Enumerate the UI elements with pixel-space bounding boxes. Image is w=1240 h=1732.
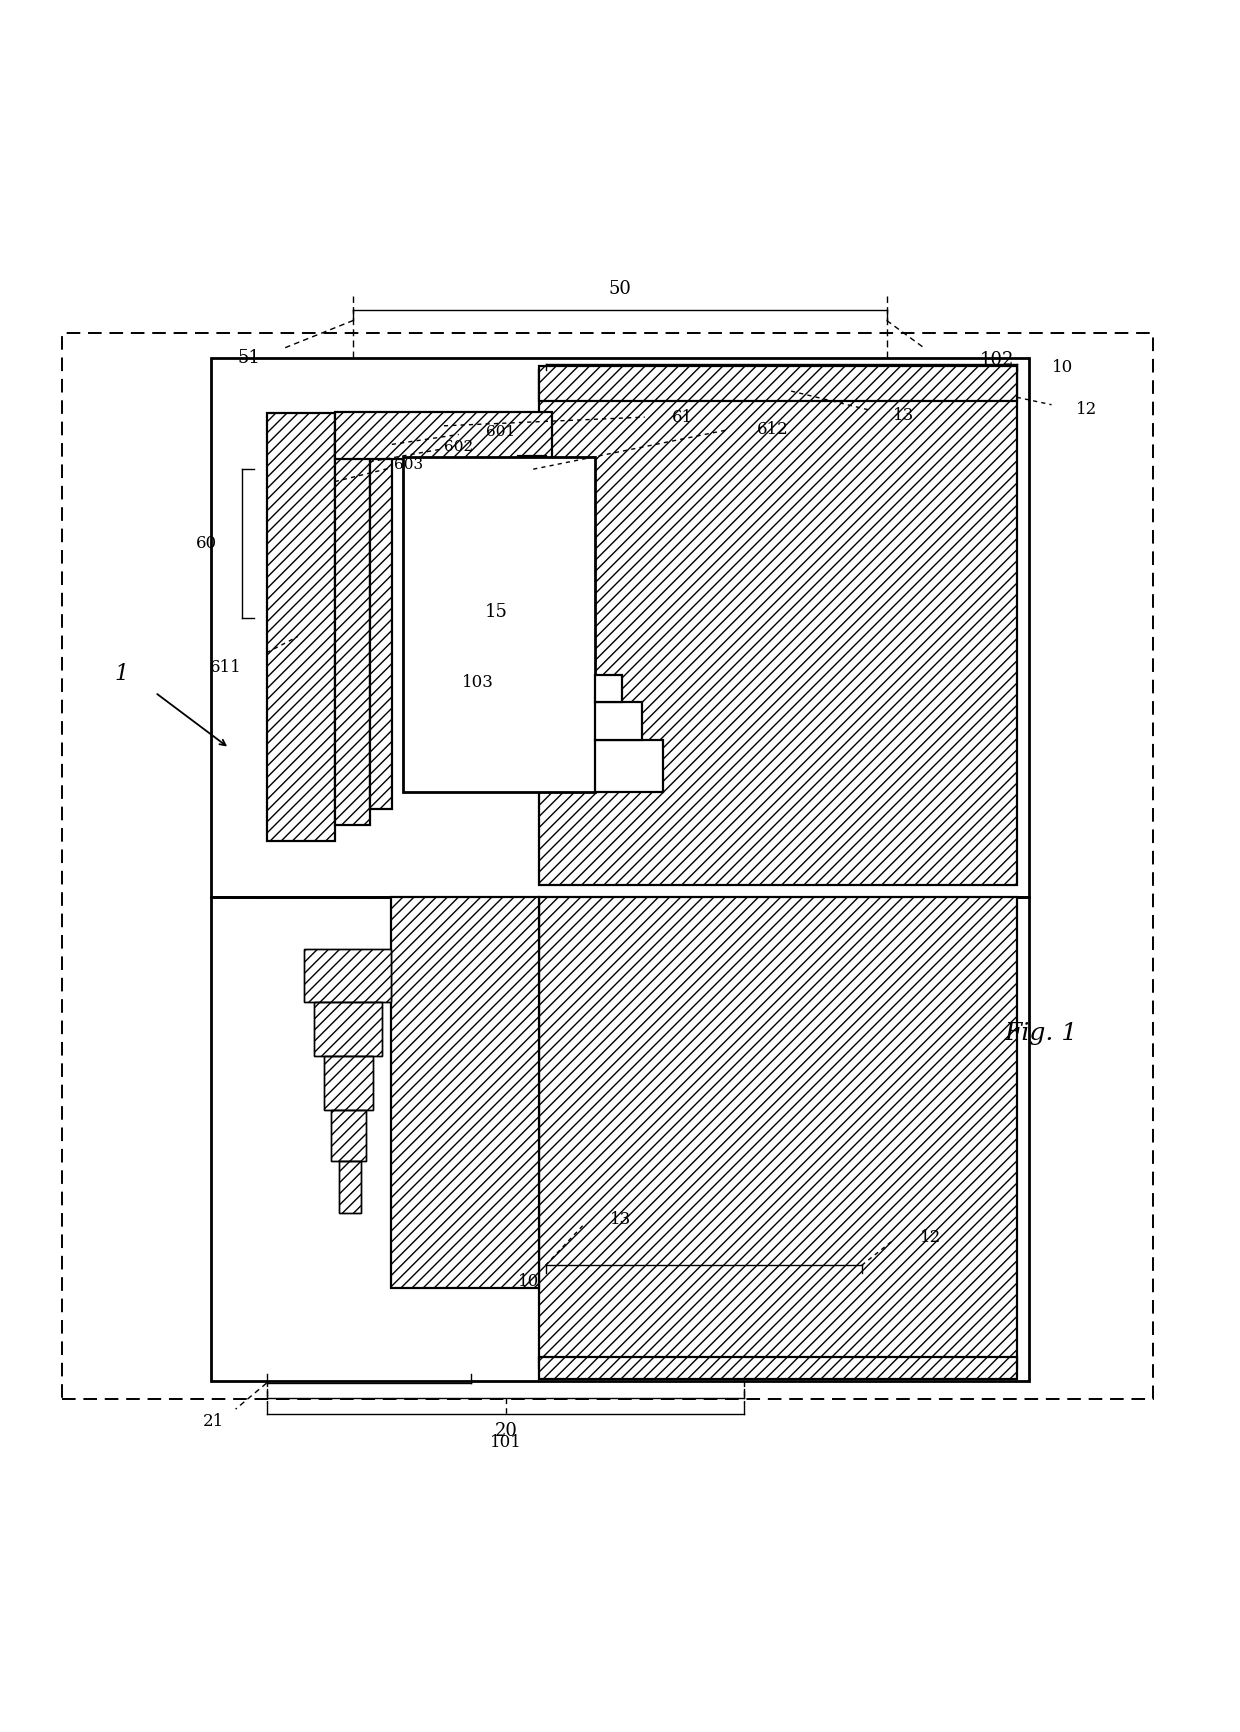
Text: 612: 612	[756, 421, 789, 438]
Bar	[339, 1160, 361, 1212]
Bar	[595, 675, 622, 701]
Text: 601: 601	[486, 424, 516, 438]
Text: 10: 10	[518, 1273, 539, 1290]
Bar	[539, 371, 1017, 885]
Text: 15: 15	[485, 603, 507, 620]
Text: 103: 103	[461, 674, 494, 691]
Text: 60: 60	[196, 535, 217, 553]
Bar	[304, 949, 391, 1003]
Bar	[314, 1003, 382, 1057]
Text: 10: 10	[1052, 359, 1073, 376]
Text: 50: 50	[609, 281, 631, 298]
Bar	[314, 1003, 382, 1057]
Bar	[335, 412, 552, 459]
Text: 13: 13	[610, 1211, 631, 1228]
Text: 51: 51	[238, 348, 260, 367]
Text: 602: 602	[444, 440, 474, 454]
Bar	[539, 365, 1017, 402]
Bar	[331, 1110, 366, 1160]
Bar	[391, 897, 539, 1287]
Bar	[324, 1057, 373, 1110]
Bar	[539, 1358, 1017, 1379]
Text: 611: 611	[210, 660, 242, 675]
Text: 102: 102	[980, 352, 1014, 369]
Bar	[339, 1160, 361, 1212]
Bar	[211, 897, 1029, 1380]
Bar	[331, 1110, 366, 1160]
Text: Fig. 1: Fig. 1	[1004, 1022, 1078, 1044]
Text: 21: 21	[202, 1413, 224, 1431]
Bar	[62, 333, 1153, 1399]
Bar	[324, 1057, 373, 1110]
Text: 12: 12	[920, 1230, 941, 1247]
Bar	[370, 447, 392, 809]
Bar	[595, 740, 663, 792]
Bar	[403, 457, 595, 792]
Text: 12: 12	[1076, 402, 1097, 417]
Bar	[518, 456, 546, 502]
Bar	[304, 949, 391, 1003]
Text: 61: 61	[672, 409, 693, 426]
Bar	[335, 431, 370, 824]
Bar	[539, 897, 1017, 1368]
Text: 20: 20	[495, 1422, 517, 1441]
Text: 13: 13	[893, 407, 914, 424]
Bar	[211, 357, 1029, 897]
Bar	[267, 414, 335, 842]
Text: 101: 101	[490, 1434, 522, 1451]
Text: 1: 1	[114, 663, 129, 684]
Text: 603: 603	[394, 459, 423, 473]
Bar	[595, 701, 642, 740]
